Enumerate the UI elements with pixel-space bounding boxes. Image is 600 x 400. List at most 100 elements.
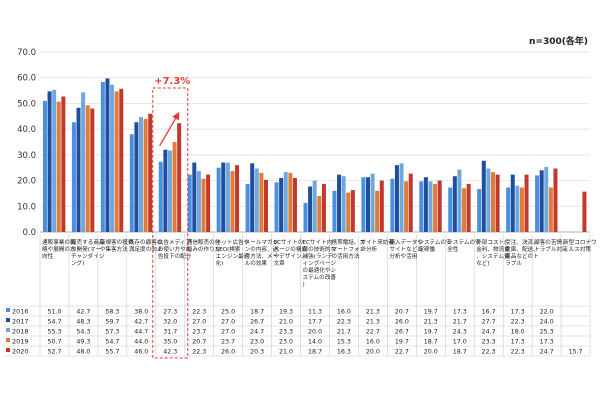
bar-2017 — [221, 162, 226, 232]
value-label: 21.7 — [337, 329, 351, 336]
bar-2017 — [481, 160, 486, 232]
y-tick-label: 20.0 — [17, 177, 36, 187]
bar-2019 — [172, 142, 177, 232]
value-label: 22.7 — [366, 329, 380, 336]
bar-2018 — [370, 173, 375, 232]
bar-2018 — [341, 176, 346, 232]
bar-2019 — [404, 181, 409, 232]
growth-arrow — [159, 111, 180, 147]
category-label: システムの安全性 — [447, 238, 481, 253]
value-label: 20.3 — [250, 349, 264, 356]
value-label: 18.0 — [511, 329, 525, 336]
bar-2020 — [61, 96, 66, 232]
value-label: 42.7 — [134, 319, 148, 326]
bar-2020 — [235, 165, 240, 232]
legend-swatch — [6, 348, 10, 352]
value-label: 17.3 — [540, 339, 554, 346]
growth-annotation: +7.3% — [154, 76, 190, 87]
category-label: 通信販売の仕組みの作り方 — [187, 238, 221, 253]
value-label: 46.0 — [134, 349, 148, 356]
bar-2016 — [448, 187, 453, 232]
bar-2020 — [206, 174, 211, 232]
value-label: 20.0 — [424, 349, 438, 356]
value-label: 20.7 — [192, 339, 206, 346]
value-label: 19.7 — [424, 329, 438, 336]
legend-swatch — [6, 338, 10, 342]
category-label: メールマガジンの内容、送付方法、メールの効果 — [245, 238, 279, 267]
bar-2020 — [350, 190, 355, 232]
bar-2016 — [129, 134, 134, 232]
value-label: 35.0 — [163, 339, 177, 346]
value-label: 22.3 — [192, 309, 206, 316]
y-tick-label: 0.0 — [22, 228, 36, 238]
legend-swatch — [6, 318, 10, 322]
value-label: 21.0 — [279, 319, 293, 326]
category-label: 広告メディアの使い方や広告投下の配分 — [158, 238, 192, 260]
bar-2020 — [177, 123, 182, 232]
bar-2018 — [225, 162, 230, 232]
bar-2019 — [143, 118, 148, 232]
bar-2016 — [477, 189, 482, 232]
value-label: 48.0 — [76, 349, 90, 356]
value-label: 23.0 — [279, 339, 293, 346]
bar-2020 — [495, 174, 500, 232]
value-label: 31.7 — [163, 329, 177, 336]
value-label: 18.7 — [453, 349, 467, 356]
value-label: 21.3 — [366, 319, 380, 326]
category-label: 携帯電話、スマートフォンの活用方法 — [331, 238, 365, 260]
bar-2020 — [119, 88, 124, 233]
value-label: 21.3 — [366, 309, 380, 316]
bar-2020 — [90, 108, 95, 232]
category-label: 受注、決済、倉庫、配送、返品などのトラブル — [505, 238, 539, 267]
bar-2017 — [539, 170, 544, 232]
bar-2018 — [110, 84, 115, 233]
value-label: 38.0 — [134, 309, 148, 316]
value-label: 58.3 — [105, 309, 119, 316]
category-label: ECサイト内部の技術的な補強(ランディングページの最適化やシステムの改善) — [303, 238, 337, 288]
bar-2020 — [292, 178, 297, 232]
value-label: 26.7 — [250, 319, 264, 326]
value-label: 26.7 — [395, 329, 409, 336]
y-tick-label: 50.0 — [17, 99, 36, 109]
value-label: 55.3 — [47, 329, 61, 336]
value-label: 21.7 — [453, 319, 467, 326]
value-label: 25.0 — [221, 309, 235, 316]
bar-2018 — [515, 185, 520, 232]
bar-2018 — [428, 181, 433, 232]
value-label: 16.0 — [337, 309, 351, 316]
category-label: 購入データやサイトなどの分析や活用 — [389, 238, 423, 260]
value-label: 19.7 — [395, 339, 409, 346]
value-label: 17.7 — [308, 319, 322, 326]
bar-2017 — [76, 107, 81, 232]
bar-2016 — [332, 190, 337, 232]
bar-2019 — [288, 172, 293, 232]
value-label: 22.3 — [192, 349, 206, 356]
value-label: 24.7 — [482, 329, 496, 336]
bar-2019 — [85, 105, 90, 232]
highlight-box — [152, 87, 189, 359]
value-label: 50.7 — [47, 339, 61, 346]
bar-2016 — [216, 167, 221, 232]
value-label: 24.7 — [540, 349, 554, 356]
bar-2019 — [259, 172, 264, 232]
bar-2016 — [71, 122, 76, 232]
value-label: 11.3 — [308, 309, 322, 316]
value-label: 17.3 — [453, 309, 467, 316]
bar-2016 — [361, 177, 366, 232]
value-label: 27.0 — [221, 329, 235, 336]
value-label: 16.3 — [337, 349, 351, 356]
value-label: 54.3 — [76, 329, 90, 336]
value-label: 32.0 — [163, 319, 177, 326]
bar-2018 — [544, 166, 549, 232]
category-label: 販売する商品の開発(マーチャンダイジング) — [71, 238, 105, 267]
bar-2019 — [462, 188, 467, 232]
value-label: 22.3 — [482, 349, 496, 356]
bar-2017 — [250, 163, 255, 232]
bar-2017 — [394, 165, 399, 232]
bar-2017 — [308, 186, 313, 232]
value-label: 27.3 — [163, 309, 177, 316]
bar-2017 — [192, 162, 197, 232]
value-label: 23.7 — [192, 329, 206, 336]
bar-2018 — [399, 163, 404, 232]
value-label: 54.7 — [47, 319, 61, 326]
